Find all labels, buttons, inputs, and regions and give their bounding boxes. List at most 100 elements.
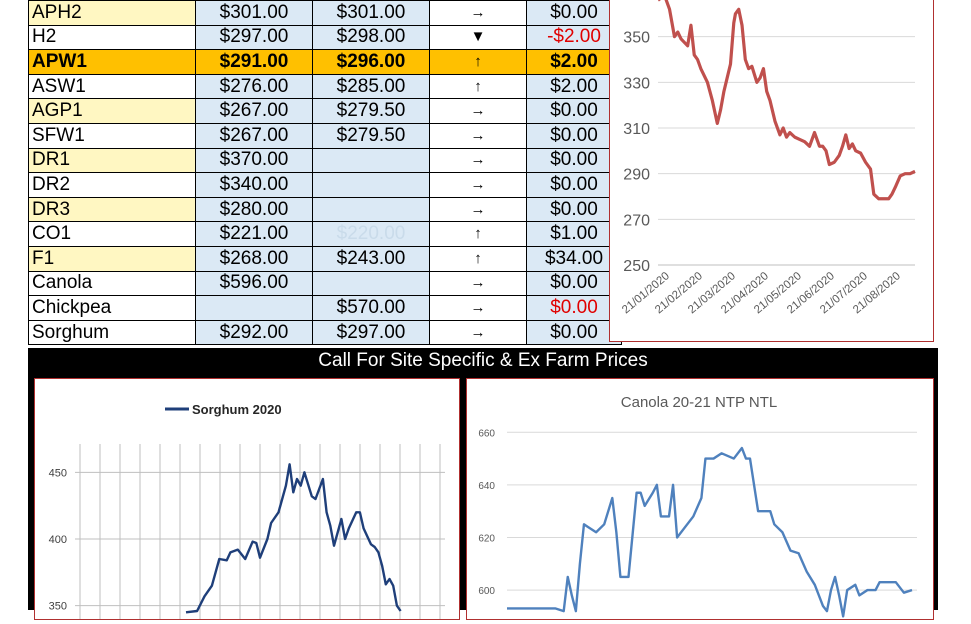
y-tick-label: 660 bbox=[478, 428, 495, 439]
y-tick-label: 370 bbox=[623, 0, 650, 1]
trend-icon: ▼ bbox=[430, 25, 527, 50]
commodity-name: F1 bbox=[29, 246, 196, 271]
price-row-asw1: ASW1$276.00$285.00↑$2.00 bbox=[29, 74, 622, 99]
trend-icon: ↑ bbox=[430, 246, 527, 271]
commodity-name: DR1 bbox=[29, 148, 196, 173]
y-tick-label: 400 bbox=[49, 534, 67, 546]
y-tick-label: 250 bbox=[623, 258, 650, 275]
price-cell: $301.00 bbox=[196, 1, 313, 26]
change-cell: $0.00 bbox=[527, 197, 622, 222]
y-tick-label: 290 bbox=[623, 167, 650, 184]
change-cell: $0.00 bbox=[527, 173, 622, 198]
canola-series-line bbox=[507, 448, 912, 616]
y-tick-label: 310 bbox=[623, 121, 650, 138]
price-cell: $267.00 bbox=[196, 123, 313, 148]
price-cell bbox=[313, 148, 430, 173]
price-cell: $221.00 bbox=[196, 222, 313, 247]
y-tick-label: 620 bbox=[478, 533, 495, 544]
price-cell: $298.00 bbox=[313, 25, 430, 50]
price-history-svg: 25027029031033035037021/01/202021/02/202… bbox=[610, 0, 933, 341]
y-tick-label: 600 bbox=[478, 586, 495, 597]
y-tick-label: 350 bbox=[623, 30, 650, 47]
change-cell: $1.00 bbox=[527, 222, 622, 247]
price-cell: $292.00 bbox=[196, 320, 313, 345]
trend-icon: → bbox=[430, 173, 527, 198]
chart-title: Canola 20-21 NTP NTL bbox=[621, 394, 777, 411]
canola-ntp-svg: Canola 20-21 NTP NTL 600 620 640 660 bbox=[467, 379, 933, 619]
y-tick-label: 640 bbox=[478, 481, 495, 492]
price-cell: $340.00 bbox=[196, 173, 313, 198]
canola-ntp-chart: Canola 20-21 NTP NTL 600 620 640 660 bbox=[466, 378, 934, 620]
trend-icon: → bbox=[430, 296, 527, 321]
price-cell: $279.50 bbox=[313, 123, 430, 148]
price-row-apw1: APW1$291.00$296.00↑$2.00 bbox=[29, 50, 622, 75]
price-history-chart: 25027029031033035037021/01/202021/02/202… bbox=[609, 0, 934, 342]
price-cell bbox=[313, 197, 430, 222]
change-cell: -$2.00 bbox=[527, 25, 622, 50]
change-cell: $0.00 bbox=[527, 320, 622, 345]
change-cell: $0.00 bbox=[527, 99, 622, 124]
price-cell: $280.00 bbox=[196, 197, 313, 222]
price-cell: $301.00 bbox=[313, 1, 430, 26]
price-series-line bbox=[658, 0, 915, 199]
price-row-aph2: APH2$301.00$301.00→$0.00 bbox=[29, 1, 622, 26]
price-cell: $268.00 bbox=[196, 246, 313, 271]
price-row-dr2: DR2$340.00 →$0.00 bbox=[29, 173, 622, 198]
trend-icon: → bbox=[430, 271, 527, 296]
price-row-dr3: DR3$280.00 →$0.00 bbox=[29, 197, 622, 222]
price-row-h2: H2$297.00$298.00▼-$2.00 bbox=[29, 25, 622, 50]
commodity-name: CO1 bbox=[29, 222, 196, 247]
commodity-name: APH2 bbox=[29, 1, 196, 26]
price-row-agp1: AGP1$267.00$279.50→$0.00 bbox=[29, 99, 622, 124]
price-row-f1: F1$268.00$243.00↑$34.00 bbox=[29, 246, 622, 271]
site-specific-prices-banner: Call For Site Specific & Ex Farm Prices bbox=[28, 348, 938, 374]
commodity-name: SFW1 bbox=[29, 123, 196, 148]
commodity-name: Sorghum bbox=[29, 320, 196, 345]
sorghum-series-line bbox=[186, 464, 401, 612]
price-row-co1: CO1$221.00$220.00↑$1.00 bbox=[29, 222, 622, 247]
price-cell: $570.00 bbox=[313, 296, 430, 321]
commodity-name: Canola bbox=[29, 271, 196, 296]
change-cell: $0.00 bbox=[527, 148, 622, 173]
price-cell bbox=[313, 173, 430, 198]
y-tick-label: 270 bbox=[623, 212, 650, 229]
price-cell: $296.00 bbox=[313, 50, 430, 75]
change-cell: $0.00 bbox=[527, 123, 622, 148]
price-cell: $297.00 bbox=[196, 25, 313, 50]
commodity-name: DR3 bbox=[29, 197, 196, 222]
change-cell: $2.00 bbox=[527, 50, 622, 75]
price-row-sfw1: SFW1$267.00$279.50→$0.00 bbox=[29, 123, 622, 148]
trend-icon: → bbox=[430, 197, 527, 222]
change-cell: $0.00 bbox=[527, 271, 622, 296]
change-cell: $0.00 bbox=[527, 1, 622, 26]
trend-icon: → bbox=[430, 1, 527, 26]
price-cell: $291.00 bbox=[196, 50, 313, 75]
price-cell: $276.00 bbox=[196, 74, 313, 99]
trend-icon: → bbox=[430, 320, 527, 345]
price-cell: $279.50 bbox=[313, 99, 430, 124]
price-cell: $297.00 bbox=[313, 320, 430, 345]
price-row-canola: Canola$596.00 →$0.00 bbox=[29, 271, 622, 296]
price-cell: $370.00 bbox=[196, 148, 313, 173]
trend-icon: ↑ bbox=[430, 222, 527, 247]
legend-label: Sorghum 2020 bbox=[192, 402, 282, 417]
price-cell bbox=[196, 296, 313, 321]
change-cell: $34.00 bbox=[527, 246, 622, 271]
change-cell: $0.00 bbox=[527, 296, 622, 321]
commodity-name: DR2 bbox=[29, 173, 196, 198]
commodity-name: Chickpea bbox=[29, 296, 196, 321]
trend-icon: → bbox=[430, 99, 527, 124]
price-cell bbox=[313, 271, 430, 296]
trend-icon: → bbox=[430, 148, 527, 173]
y-tick-label: 330 bbox=[623, 75, 650, 92]
commodity-name: AGP1 bbox=[29, 99, 196, 124]
price-cell: $220.00 bbox=[313, 222, 430, 247]
commodity-name: APW1 bbox=[29, 50, 196, 75]
price-cell: $596.00 bbox=[196, 271, 313, 296]
trend-icon: ↑ bbox=[430, 74, 527, 99]
price-row-chickpea: Chickpea $570.00→$0.00 bbox=[29, 296, 622, 321]
commodity-name: ASW1 bbox=[29, 74, 196, 99]
